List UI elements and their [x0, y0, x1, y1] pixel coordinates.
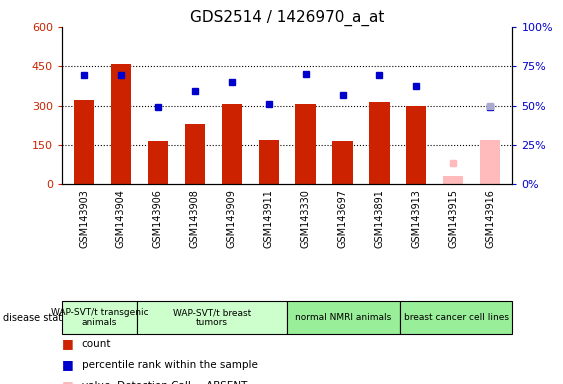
- Text: WAP-SVT/t transgenic
animals: WAP-SVT/t transgenic animals: [51, 308, 148, 328]
- Bar: [185, 124, 205, 184]
- Title: GDS2514 / 1426970_a_at: GDS2514 / 1426970_a_at: [190, 9, 385, 25]
- Bar: [111, 64, 131, 184]
- Bar: [443, 177, 463, 184]
- Bar: [296, 104, 316, 184]
- Text: count: count: [82, 339, 111, 349]
- Text: normal NMRI animals: normal NMRI animals: [296, 313, 391, 322]
- Bar: [480, 140, 501, 184]
- Bar: [74, 100, 94, 184]
- Text: WAP-SVT/t breast
tumors: WAP-SVT/t breast tumors: [173, 308, 251, 328]
- Bar: [148, 141, 168, 184]
- Bar: [258, 140, 279, 184]
- Text: percentile rank within the sample: percentile rank within the sample: [82, 360, 257, 370]
- Bar: [222, 104, 242, 184]
- Bar: [369, 102, 390, 184]
- Bar: [406, 106, 427, 184]
- Text: ■: ■: [62, 358, 73, 371]
- Text: value, Detection Call = ABSENT: value, Detection Call = ABSENT: [82, 381, 247, 384]
- Text: breast cancer cell lines: breast cancer cell lines: [404, 313, 508, 322]
- Text: ■: ■: [62, 379, 73, 384]
- Text: disease state  ▶: disease state ▶: [3, 313, 82, 323]
- Text: ■: ■: [62, 337, 73, 350]
- Bar: [332, 141, 352, 184]
